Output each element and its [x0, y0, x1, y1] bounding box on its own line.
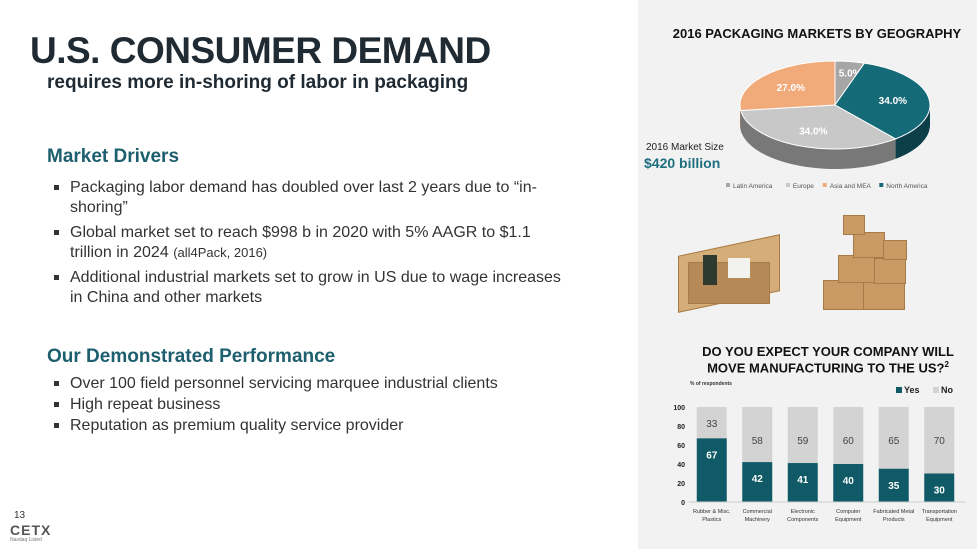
bar-yes	[696, 438, 727, 502]
bar-yes	[833, 464, 864, 502]
pie-slice-side	[895, 105, 930, 159]
x-tick-label: Electronic	[791, 509, 815, 515]
legend-label: Yes	[904, 385, 920, 395]
bar-no-label: 60	[843, 436, 855, 447]
list-item: Reputation as premium quality service pr…	[52, 416, 572, 436]
bar-yes	[878, 468, 909, 502]
pie-slice-north-america	[834, 62, 931, 140]
bar-yes	[787, 463, 818, 502]
pie-data-label: 34.0%	[799, 126, 827, 137]
bar-yes-label: 35	[888, 481, 900, 492]
pie-slice-side	[740, 110, 896, 169]
bar-yes	[924, 473, 955, 502]
bar-no-label: 65	[888, 436, 900, 447]
item-text: Global market set to reach $998 b in 202…	[70, 224, 531, 261]
company-logo: CETX	[10, 522, 52, 538]
legend-swatch	[896, 387, 902, 393]
market-size-value: $420 billion	[644, 155, 721, 171]
market-drivers-heading: Market Drivers	[47, 146, 180, 167]
pie-chart-title: 2016 PACKAGING MARKETS BY GEOGRAPHY	[672, 26, 962, 41]
legend-swatch	[933, 387, 939, 393]
pie-data-label: 34.0%	[879, 96, 907, 107]
item-text: Additional industrial markets set to gro…	[70, 269, 561, 306]
x-tick-label: Machinery	[745, 517, 771, 523]
bar-no-label: 33	[706, 419, 718, 430]
pie-data-label: 5.0%	[839, 68, 862, 79]
list-item: High repeat business	[52, 395, 572, 415]
performance-heading: Our Demonstrated Performance	[47, 346, 336, 367]
list-item: Packaging labor demand has doubled over …	[52, 178, 572, 218]
bar-no	[878, 407, 909, 469]
legend-label: Latin America	[733, 183, 773, 190]
y-axis-label: % of respondents	[690, 381, 732, 387]
legend-swatch	[879, 183, 884, 187]
bar-no	[742, 407, 773, 463]
y-tick-label: 80	[677, 424, 685, 431]
pie-slice-asia-and-mea	[739, 60, 836, 112]
legend-swatch	[726, 183, 730, 187]
logo-subtitle: Nasdaq Listed	[10, 537, 42, 543]
legend-label: North America	[886, 183, 928, 190]
pie-data-label: 27.0%	[777, 83, 805, 94]
performance-list: Over 100 field personnel servicing marqu…	[52, 374, 572, 441]
x-tick-label: Transportation	[922, 509, 957, 515]
x-tick-label: Equipment	[835, 517, 862, 523]
y-tick-label: 100	[673, 405, 685, 412]
bar-yes-label: 42	[752, 474, 764, 485]
y-tick-label: 60	[677, 443, 685, 450]
pie-chart: 5.0% 34.0% 34.0% 27.0% Latin America Europe As…	[726, 60, 931, 190]
pie-slice-europe	[740, 104, 897, 150]
bar-yes	[742, 462, 773, 502]
bar-yes-label: 30	[934, 486, 946, 497]
market-drivers-list: Packaging labor demand has doubled over …	[52, 178, 572, 313]
bar-yes-label: 41	[797, 475, 809, 486]
x-tick-label: Products	[883, 517, 905, 523]
legend-label: No	[941, 385, 953, 395]
x-tick-label: Components	[787, 517, 818, 523]
legend-swatch	[785, 183, 790, 187]
content-panel: U.S. CONSUMER DEMAND requires more in-sh…	[10, 30, 572, 543]
x-tick-label: Rubber & Misc.	[693, 509, 731, 515]
y-tick-label: 0	[681, 500, 685, 507]
bar-no	[833, 407, 864, 464]
list-item: Global market set to reach $998 b in 202…	[52, 223, 572, 263]
bar-no-label: 70	[934, 436, 946, 447]
x-tick-label: Commercial	[743, 509, 772, 515]
page-title: U.S. CONSUMER DEMAND	[30, 30, 491, 71]
legend-label: Asia and MEA	[830, 183, 872, 190]
list-item: Additional industrial markets set to gro…	[52, 268, 572, 308]
bar-chart-title: DO YOU EXPECT YOUR COMPANY WILL MOVE MAN…	[702, 344, 954, 376]
bar-no-label: 59	[797, 436, 809, 447]
x-tick-label: Plastics	[702, 517, 721, 523]
bar-yes-label: 40	[843, 476, 855, 487]
y-tick-label: 20	[677, 481, 685, 488]
item-text: Packaging labor demand has doubled over …	[70, 179, 537, 216]
legend-swatch	[822, 183, 827, 187]
charts-panel: 2016 PACKAGING MARKETS BY GEOGRAPHY 5.0%…	[638, 0, 977, 549]
bar-yes-label: 67	[706, 450, 718, 461]
y-tick-label: 40	[677, 462, 685, 469]
bar-chart: 0 20 40 60 80 100 67 33 Rubber & Misc. Plastics 42…	[673, 385, 966, 523]
page-number: 13	[14, 510, 26, 521]
list-item: Over 100 field personnel servicing marqu…	[52, 374, 572, 394]
bar-no-label: 58	[752, 436, 764, 447]
bar-no	[696, 407, 727, 439]
market-size-label: 2016 Market Size	[646, 142, 724, 153]
x-tick-label: Equipment	[926, 517, 953, 523]
x-tick-label: Fabricated Metal	[873, 509, 914, 515]
bar-no	[924, 407, 955, 474]
page-subtitle: requires more in-shoring of labor in pac…	[47, 72, 469, 93]
legend-label: Europe	[793, 183, 814, 190]
bar-no	[787, 407, 818, 464]
x-tick-label: Computer	[836, 509, 860, 515]
item-source: (all4Pack, 2016)	[173, 245, 268, 260]
